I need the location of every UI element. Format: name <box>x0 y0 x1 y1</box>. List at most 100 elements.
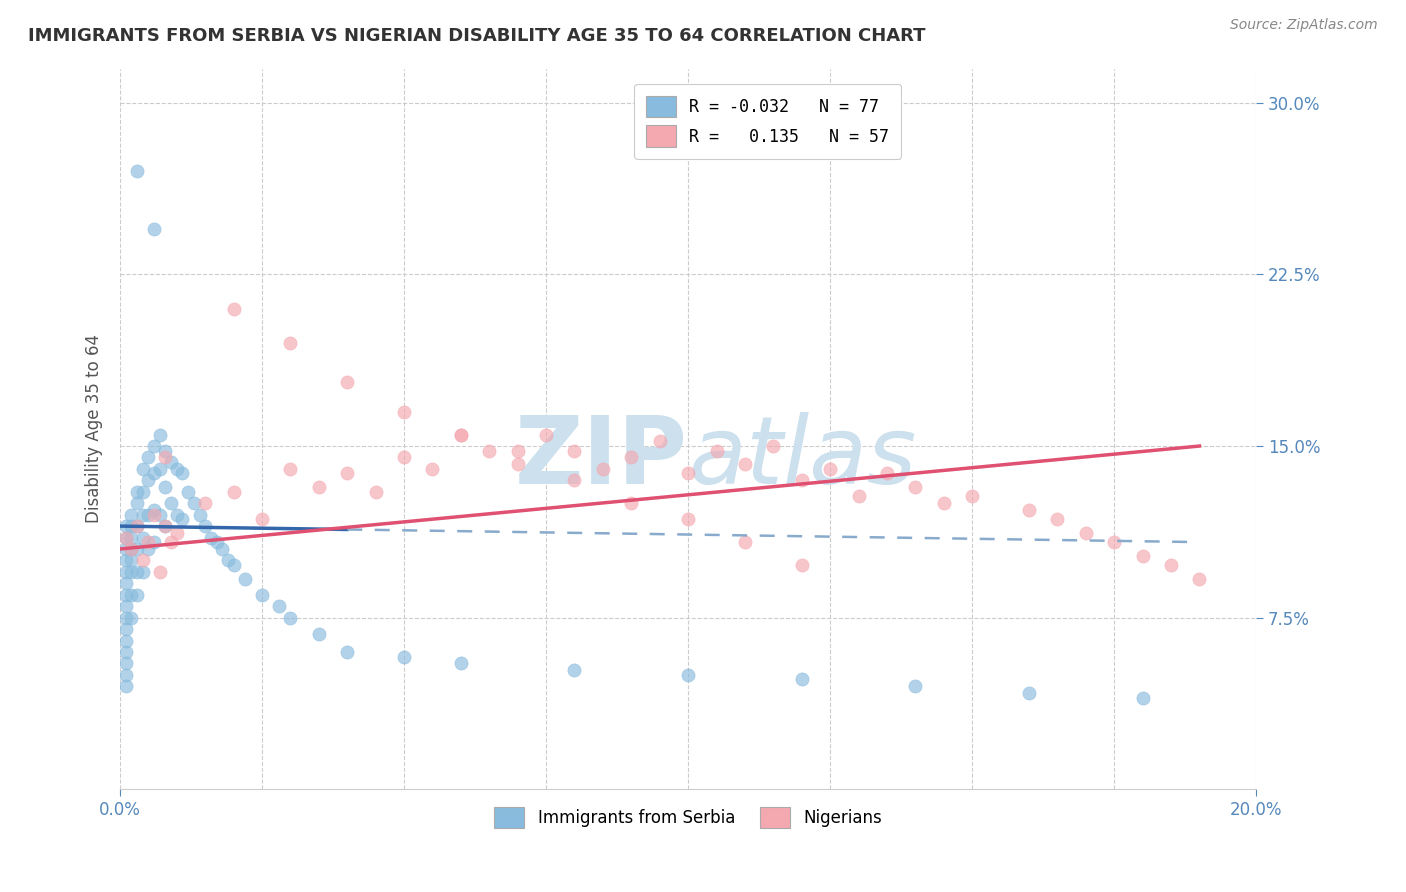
Point <box>143 439 166 453</box>
Point <box>250 512 273 526</box>
Point <box>450 427 472 442</box>
Point <box>267 599 290 614</box>
Point <box>114 622 136 636</box>
Point <box>138 450 160 465</box>
Point <box>114 668 136 682</box>
Point <box>188 508 211 522</box>
Point <box>149 462 172 476</box>
Point <box>183 496 205 510</box>
Text: atlas: atlas <box>688 412 917 503</box>
Point <box>734 535 756 549</box>
Point <box>143 503 166 517</box>
Point <box>250 588 273 602</box>
Legend: Immigrants from Serbia, Nigerians: Immigrants from Serbia, Nigerians <box>488 800 889 835</box>
Point <box>125 541 148 556</box>
Point <box>392 649 415 664</box>
Point <box>676 467 699 481</box>
Point <box>620 496 643 510</box>
Point <box>506 458 529 472</box>
Point <box>125 519 148 533</box>
Point <box>155 443 177 458</box>
Point <box>1074 526 1097 541</box>
Point <box>422 462 444 476</box>
Point <box>280 610 302 624</box>
Point <box>114 565 136 579</box>
Point <box>308 626 330 640</box>
Text: Source: ZipAtlas.com: Source: ZipAtlas.com <box>1230 18 1378 32</box>
Point <box>364 484 387 499</box>
Point <box>166 526 188 541</box>
Text: ZIP: ZIP <box>515 412 688 504</box>
Point <box>177 484 200 499</box>
Point <box>114 679 136 693</box>
Point <box>222 558 245 572</box>
Point <box>160 496 183 510</box>
Point <box>336 467 359 481</box>
Point <box>125 519 148 533</box>
Point <box>125 164 148 178</box>
Point <box>155 519 177 533</box>
Text: IMMIGRANTS FROM SERBIA VS NIGERIAN DISABILITY AGE 35 TO 64 CORRELATION CHART: IMMIGRANTS FROM SERBIA VS NIGERIAN DISAB… <box>28 27 925 45</box>
Point <box>114 531 136 545</box>
Point <box>120 541 142 556</box>
Point <box>564 663 586 677</box>
Point <box>200 531 222 545</box>
Point <box>138 508 160 522</box>
Point <box>592 462 614 476</box>
Point <box>676 512 699 526</box>
Point <box>120 531 142 545</box>
Point <box>114 645 136 659</box>
Point <box>131 565 153 579</box>
Point <box>114 588 136 602</box>
Point <box>149 565 172 579</box>
Point <box>172 512 194 526</box>
Point <box>848 489 870 503</box>
Point <box>131 484 153 499</box>
Point <box>790 558 813 572</box>
Point <box>120 588 142 602</box>
Point <box>138 535 160 549</box>
Point <box>143 221 166 235</box>
Point <box>120 565 142 579</box>
Point <box>114 610 136 624</box>
Point <box>222 301 245 316</box>
Point <box>904 679 927 693</box>
Point <box>1132 690 1154 705</box>
Point <box>790 474 813 488</box>
Point <box>762 439 785 453</box>
Point <box>172 467 194 481</box>
Point <box>125 484 148 499</box>
Point <box>160 535 183 549</box>
Point <box>1018 686 1040 700</box>
Point <box>155 519 177 533</box>
Point <box>904 480 927 494</box>
Point <box>120 519 142 533</box>
Point <box>160 455 183 469</box>
Point <box>120 541 142 556</box>
Point <box>205 535 228 549</box>
Point <box>506 443 529 458</box>
Point <box>120 508 142 522</box>
Point <box>138 541 160 556</box>
Point <box>125 565 148 579</box>
Point <box>114 531 136 545</box>
Point <box>534 427 557 442</box>
Point <box>790 673 813 687</box>
Point <box>734 458 756 472</box>
Point <box>194 496 217 510</box>
Point <box>131 508 153 522</box>
Point <box>114 541 136 556</box>
Point <box>114 519 136 533</box>
Point <box>149 508 172 522</box>
Point <box>308 480 330 494</box>
Point <box>1102 535 1125 549</box>
Point <box>450 427 472 442</box>
Point <box>131 462 153 476</box>
Point <box>620 450 643 465</box>
Point <box>336 645 359 659</box>
Point <box>876 467 898 481</box>
Y-axis label: Disability Age 35 to 64: Disability Age 35 to 64 <box>86 334 103 524</box>
Point <box>280 462 302 476</box>
Point <box>155 480 177 494</box>
Point <box>280 336 302 351</box>
